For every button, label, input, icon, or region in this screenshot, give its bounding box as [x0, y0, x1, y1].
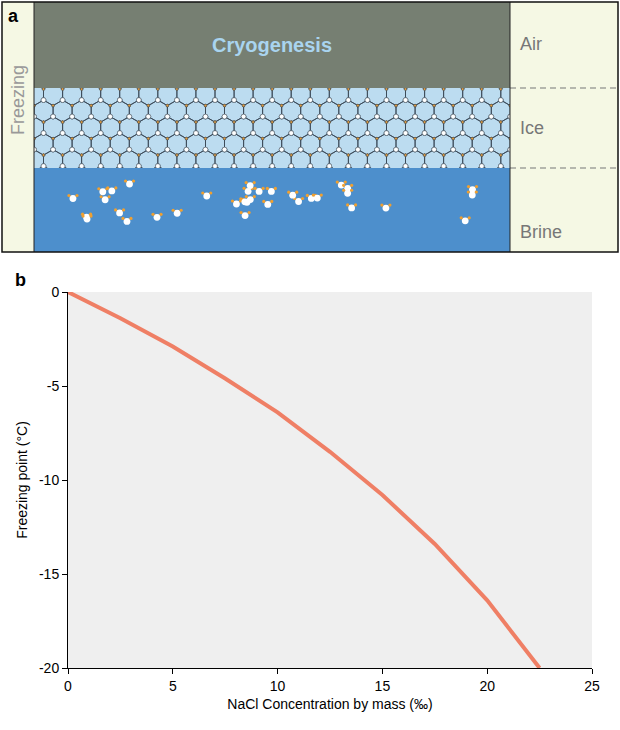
svg-text:Freezing: Freezing	[8, 65, 28, 135]
svg-text:-15: -15	[39, 566, 59, 582]
svg-text:Brine: Brine	[520, 222, 562, 242]
svg-text:Cryogenesis: Cryogenesis	[212, 34, 332, 56]
svg-text:Ice: Ice	[520, 118, 544, 138]
svg-text:-20: -20	[39, 660, 59, 676]
svg-text:Freezing point (°C): Freezing point (°C)	[14, 421, 30, 539]
svg-text:b: b	[15, 270, 26, 290]
svg-text:10: 10	[270, 678, 286, 694]
svg-text:-10: -10	[39, 472, 59, 488]
svg-text:15: 15	[375, 678, 391, 694]
svg-text:a: a	[8, 6, 19, 26]
svg-text:0: 0	[64, 678, 72, 694]
svg-text:0: 0	[51, 284, 59, 300]
svg-text:NaCl Concentration by mass (‰): NaCl Concentration by mass (‰)	[227, 696, 432, 712]
svg-text:20: 20	[479, 678, 495, 694]
svg-text:Air: Air	[520, 34, 542, 54]
svg-text:25: 25	[584, 678, 600, 694]
svg-text:-5: -5	[47, 378, 60, 394]
svg-text:5: 5	[169, 678, 177, 694]
